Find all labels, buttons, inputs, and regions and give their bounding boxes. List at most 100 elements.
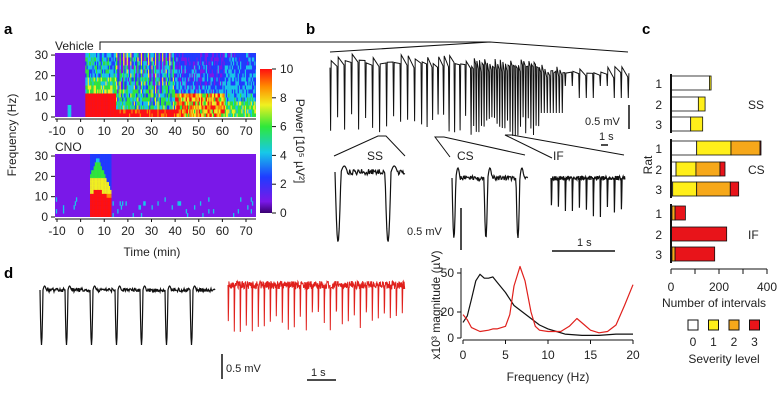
spectrogram-cell bbox=[97, 177, 99, 183]
spectrogram-cell bbox=[216, 65, 218, 70]
y-tick-label: 0 bbox=[41, 210, 48, 224]
spectrogram-cell bbox=[159, 105, 162, 110]
spectrogram-cell bbox=[182, 61, 184, 66]
spectrogram-cell bbox=[112, 69, 114, 74]
x-tick-label: -10 bbox=[48, 224, 66, 238]
spectrogram-cell bbox=[164, 65, 166, 70]
spectrogram-cell bbox=[183, 77, 185, 82]
spectrogram-cell bbox=[194, 113, 196, 117]
spectrogram-cell bbox=[214, 73, 216, 78]
spectrogram-cell bbox=[171, 69, 173, 74]
spectrogram-cell bbox=[212, 77, 215, 82]
spectrogram-cell bbox=[205, 85, 208, 90]
spectrogram-cell bbox=[88, 53, 91, 58]
spectrogram-cell bbox=[204, 109, 206, 114]
spectrogram-cell bbox=[211, 69, 214, 74]
spectrogram-cell bbox=[127, 101, 130, 106]
spectrogram-cell bbox=[243, 53, 245, 58]
spectrogram-cell bbox=[117, 97, 119, 102]
spectrogram-cell bbox=[99, 105, 101, 110]
spectrogram-cell bbox=[189, 101, 191, 106]
spectrogram-cell bbox=[162, 81, 164, 86]
spectrogram-cell bbox=[142, 61, 144, 66]
spectrogram-cell bbox=[147, 73, 150, 78]
spectrogram-cell bbox=[73, 205, 75, 210]
spectrogram-cell bbox=[106, 193, 108, 198]
spectrogram-cell bbox=[93, 201, 95, 206]
spectrogram-cell bbox=[192, 93, 195, 98]
spectrogram-cell bbox=[146, 81, 149, 86]
y-tick-label: 0 bbox=[41, 110, 48, 124]
spectrogram-cell bbox=[99, 177, 101, 183]
spectrogram-cell bbox=[191, 65, 193, 70]
spectrogram-cell bbox=[236, 65, 238, 70]
spectrogram-cell bbox=[129, 53, 131, 58]
spectrogram-cell bbox=[201, 109, 203, 114]
spectrogram-cell bbox=[243, 61, 245, 66]
spectrogram-cell bbox=[217, 57, 219, 62]
spectrogram-cell bbox=[111, 77, 113, 82]
spectrogram-cell bbox=[184, 77, 186, 82]
spectrogram-cell bbox=[197, 105, 199, 110]
spectrogram-cell bbox=[120, 89, 123, 94]
spectrogram-cell bbox=[99, 53, 101, 58]
spectrogram-cell bbox=[241, 89, 243, 94]
ss-zoom-lines bbox=[333, 135, 406, 157]
spectrogram-cell bbox=[140, 69, 143, 74]
spectrogram-cell bbox=[223, 101, 225, 106]
spectrogram-cell bbox=[120, 109, 123, 114]
spectrogram-cell bbox=[163, 85, 165, 90]
d-scale-t-label: 1 s bbox=[311, 367, 326, 379]
spectrogram-cell bbox=[212, 81, 215, 86]
spectrogram-cell bbox=[254, 57, 256, 62]
spectrogram-cell bbox=[257, 101, 258, 106]
spectrogram-cell bbox=[241, 53, 243, 58]
spectrogram-cell bbox=[195, 109, 197, 114]
if-zoom-lines bbox=[504, 134, 625, 159]
spectrogram-cell bbox=[143, 85, 145, 90]
spectrogram-cell bbox=[157, 65, 159, 70]
spectrogram-cell bbox=[221, 61, 223, 66]
spectrogram-cell bbox=[175, 61, 177, 66]
spectrogram-cell bbox=[98, 197, 100, 202]
spectrogram-cell bbox=[253, 89, 255, 94]
spectrogram-cell bbox=[166, 101, 169, 106]
spectrogram-cell bbox=[222, 57, 224, 62]
spectrogram-cell bbox=[93, 154, 95, 159]
spectrogram-cell bbox=[234, 85, 236, 90]
spectrogram-cell bbox=[94, 173, 97, 179]
spectrogram-cell bbox=[231, 109, 234, 114]
spectrogram-cell bbox=[204, 101, 206, 106]
spectrogram-cell bbox=[170, 81, 172, 86]
spectrogram-cell bbox=[142, 105, 144, 110]
spectrogram-cell bbox=[223, 77, 225, 82]
spectrogram-cell bbox=[152, 81, 154, 86]
spectrogram-cell bbox=[181, 101, 183, 106]
spectrogram-cell bbox=[198, 85, 201, 90]
spectrogram-cell bbox=[87, 93, 90, 98]
spectrogram-cell bbox=[124, 89, 126, 94]
spectrogram-cell bbox=[218, 113, 221, 117]
spectrogram-cell bbox=[238, 57, 241, 62]
spectrogram-cell bbox=[241, 77, 243, 82]
spectrogram-cell bbox=[157, 201, 159, 206]
spectrogram-cell bbox=[111, 69, 113, 74]
spectrogram-cell bbox=[229, 61, 231, 66]
x-tick-label: 20 bbox=[121, 224, 135, 238]
x-tick-label: 0 bbox=[77, 124, 84, 138]
spectrogram-cell bbox=[222, 69, 224, 74]
spectrogram-cell bbox=[137, 69, 139, 74]
spectrogram-cell bbox=[155, 105, 157, 110]
spectrogram-cell bbox=[103, 205, 105, 210]
spectrogram-cell bbox=[91, 189, 93, 194]
spectrogram-cell bbox=[90, 77, 92, 82]
spectrogram-cell bbox=[177, 93, 179, 98]
spectrogram-cell bbox=[107, 169, 110, 175]
spectrogram-cell bbox=[99, 173, 101, 179]
spectrogram-cell bbox=[112, 61, 114, 66]
spectrogram-cell bbox=[240, 101, 242, 106]
spectrogram-cell bbox=[228, 77, 230, 82]
spectrum-xlabel: Frequency (Hz) bbox=[507, 370, 590, 384]
panel-label-b: b bbox=[306, 21, 315, 38]
legend-label: 3 bbox=[751, 335, 758, 349]
